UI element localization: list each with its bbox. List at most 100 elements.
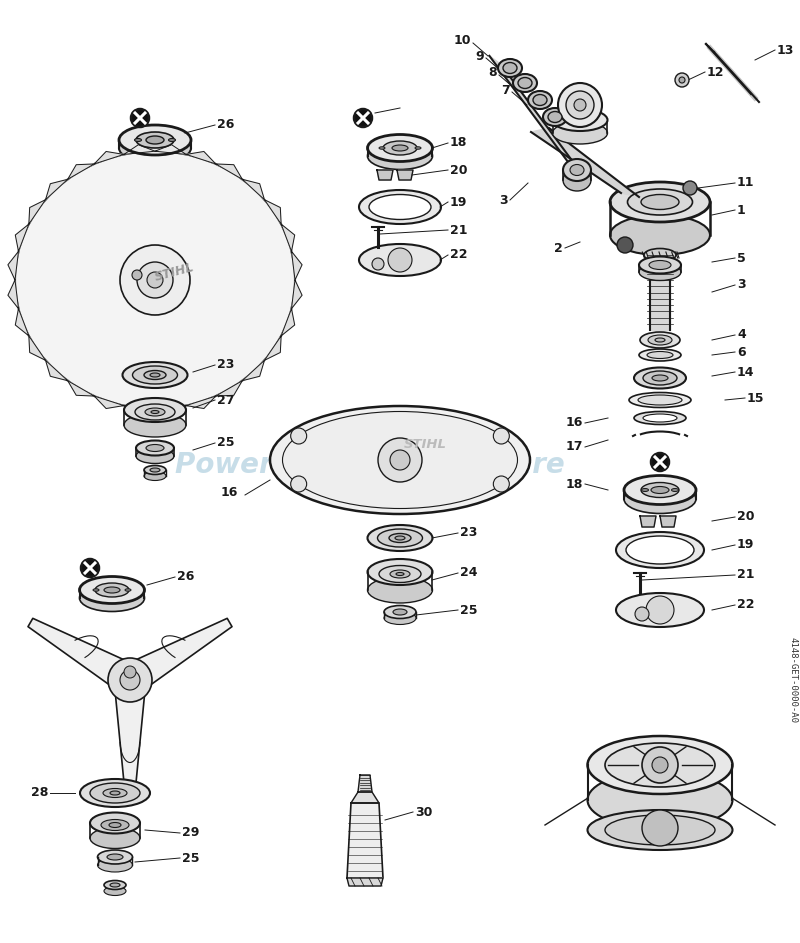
Ellipse shape [367,577,433,603]
Ellipse shape [651,487,669,493]
Ellipse shape [150,373,160,377]
Ellipse shape [587,736,733,794]
Text: 4: 4 [737,328,746,341]
Circle shape [642,810,678,846]
Ellipse shape [518,77,532,89]
Circle shape [378,438,422,482]
Ellipse shape [639,263,681,280]
Ellipse shape [395,536,405,540]
Ellipse shape [107,854,123,860]
Polygon shape [216,164,242,179]
Ellipse shape [563,169,591,191]
Polygon shape [281,308,294,336]
Circle shape [81,559,99,577]
Ellipse shape [610,182,710,222]
Text: 21: 21 [450,223,467,237]
Circle shape [558,83,602,127]
Circle shape [132,270,142,280]
Text: 4148-GET-0000-A0: 4148-GET-0000-A0 [789,637,798,723]
Text: 18: 18 [450,137,467,150]
Circle shape [652,757,668,773]
Ellipse shape [90,813,140,834]
Text: 16: 16 [566,417,583,429]
Polygon shape [650,255,670,330]
Circle shape [651,453,669,471]
Ellipse shape [145,408,165,416]
Ellipse shape [110,791,120,795]
Ellipse shape [570,164,584,175]
Circle shape [390,450,410,470]
Ellipse shape [151,410,159,413]
Circle shape [372,258,384,270]
Ellipse shape [627,189,693,215]
Ellipse shape [109,822,121,828]
Text: 12: 12 [707,65,725,78]
Polygon shape [114,680,146,795]
Ellipse shape [643,371,677,385]
Ellipse shape [513,74,537,92]
Circle shape [108,658,152,702]
Text: 19: 19 [450,195,467,208]
Ellipse shape [415,147,421,149]
Text: 14: 14 [737,366,754,378]
Ellipse shape [587,771,733,829]
Ellipse shape [367,525,433,551]
Text: 23: 23 [460,526,478,539]
Ellipse shape [384,611,416,624]
Polygon shape [291,280,302,308]
Ellipse shape [367,135,433,161]
Ellipse shape [640,332,680,348]
Ellipse shape [533,94,547,106]
Ellipse shape [125,588,131,591]
Ellipse shape [15,151,295,409]
Ellipse shape [616,593,704,627]
Ellipse shape [282,411,518,508]
Polygon shape [28,619,138,694]
Ellipse shape [389,534,411,542]
Ellipse shape [103,788,127,798]
Text: 10: 10 [454,35,471,47]
Ellipse shape [95,583,129,597]
Text: 29: 29 [182,826,199,839]
Ellipse shape [384,605,416,619]
Text: 26: 26 [177,571,194,584]
Text: 16: 16 [221,487,238,500]
Ellipse shape [367,559,433,585]
Circle shape [388,248,412,272]
Ellipse shape [392,145,408,151]
Polygon shape [46,179,68,200]
Ellipse shape [359,190,441,224]
Circle shape [566,91,594,119]
Ellipse shape [359,244,441,276]
Circle shape [354,109,372,127]
Text: 20: 20 [450,163,467,176]
Ellipse shape [616,532,704,568]
Text: 17: 17 [566,440,583,454]
Ellipse shape [90,783,140,803]
Ellipse shape [610,215,710,255]
Ellipse shape [655,338,665,342]
Text: 9: 9 [475,49,484,62]
Polygon shape [8,280,18,308]
Ellipse shape [643,414,677,422]
Ellipse shape [379,147,385,149]
Polygon shape [124,144,155,155]
Text: 15: 15 [747,391,765,405]
Polygon shape [68,164,94,179]
Text: 18: 18 [566,477,583,490]
Text: 1: 1 [737,204,746,217]
Polygon shape [216,381,242,396]
Circle shape [124,666,136,678]
Ellipse shape [528,91,552,109]
Ellipse shape [104,587,120,593]
Polygon shape [242,360,265,381]
Ellipse shape [634,411,686,424]
Ellipse shape [379,566,421,583]
Text: Powered by Vision Spare: Powered by Vision Spare [175,451,565,479]
Text: 25: 25 [460,604,478,617]
Ellipse shape [98,850,133,864]
Ellipse shape [641,194,679,209]
Ellipse shape [110,883,120,887]
Ellipse shape [119,133,191,163]
Text: 19: 19 [737,538,754,552]
